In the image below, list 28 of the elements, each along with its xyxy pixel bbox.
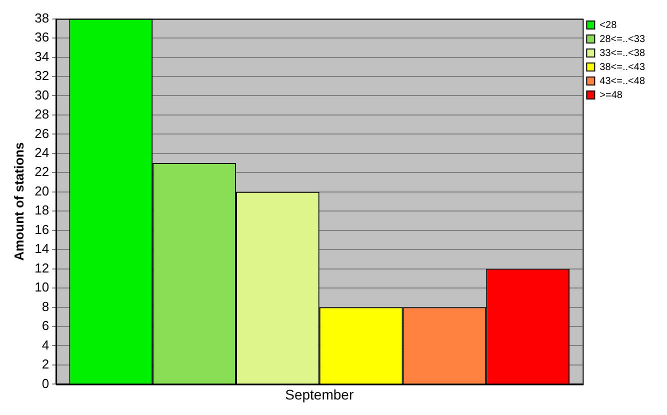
- y-tick-label: 8: [42, 298, 50, 314]
- y-tick-label: 32: [34, 68, 50, 84]
- y-tick-label: 28: [34, 106, 50, 122]
- y-axis-title: Amount of stations: [11, 142, 26, 261]
- y-tick-label: 14: [34, 241, 50, 256]
- y-tick-label: 18: [34, 202, 50, 218]
- legend-label: 43<=..<48: [600, 76, 646, 87]
- y-tick-label: 12: [34, 260, 50, 276]
- y-tick-label: 34: [34, 48, 50, 64]
- legend-label: 28<=..<33: [600, 34, 646, 45]
- y-tick-label: 38: [34, 10, 50, 26]
- legend-label: 38<=..<43: [600, 62, 646, 73]
- y-tick-label: 2: [42, 356, 50, 372]
- y-tick-label: 20: [34, 183, 50, 198]
- y-tick-label: 36: [34, 30, 50, 45]
- legend-label: >=48: [600, 90, 623, 101]
- y-tick-label: 24: [34, 145, 50, 160]
- y-tick-label: 4: [42, 337, 50, 352]
- legend-label: <28: [600, 20, 618, 31]
- y-tick-label: 10: [34, 280, 50, 295]
- y-tick-label: 6: [42, 318, 50, 334]
- legend-label: 33<=..<38: [600, 48, 646, 59]
- y-tick-label: 16: [34, 222, 50, 237]
- y-tick-label: 26: [34, 126, 50, 141]
- x-tick-label: September: [285, 386, 354, 402]
- y-tick-label: 0: [42, 376, 50, 391]
- y-tick-label: 30: [34, 87, 50, 102]
- y-tick-label: 22: [34, 164, 50, 180]
